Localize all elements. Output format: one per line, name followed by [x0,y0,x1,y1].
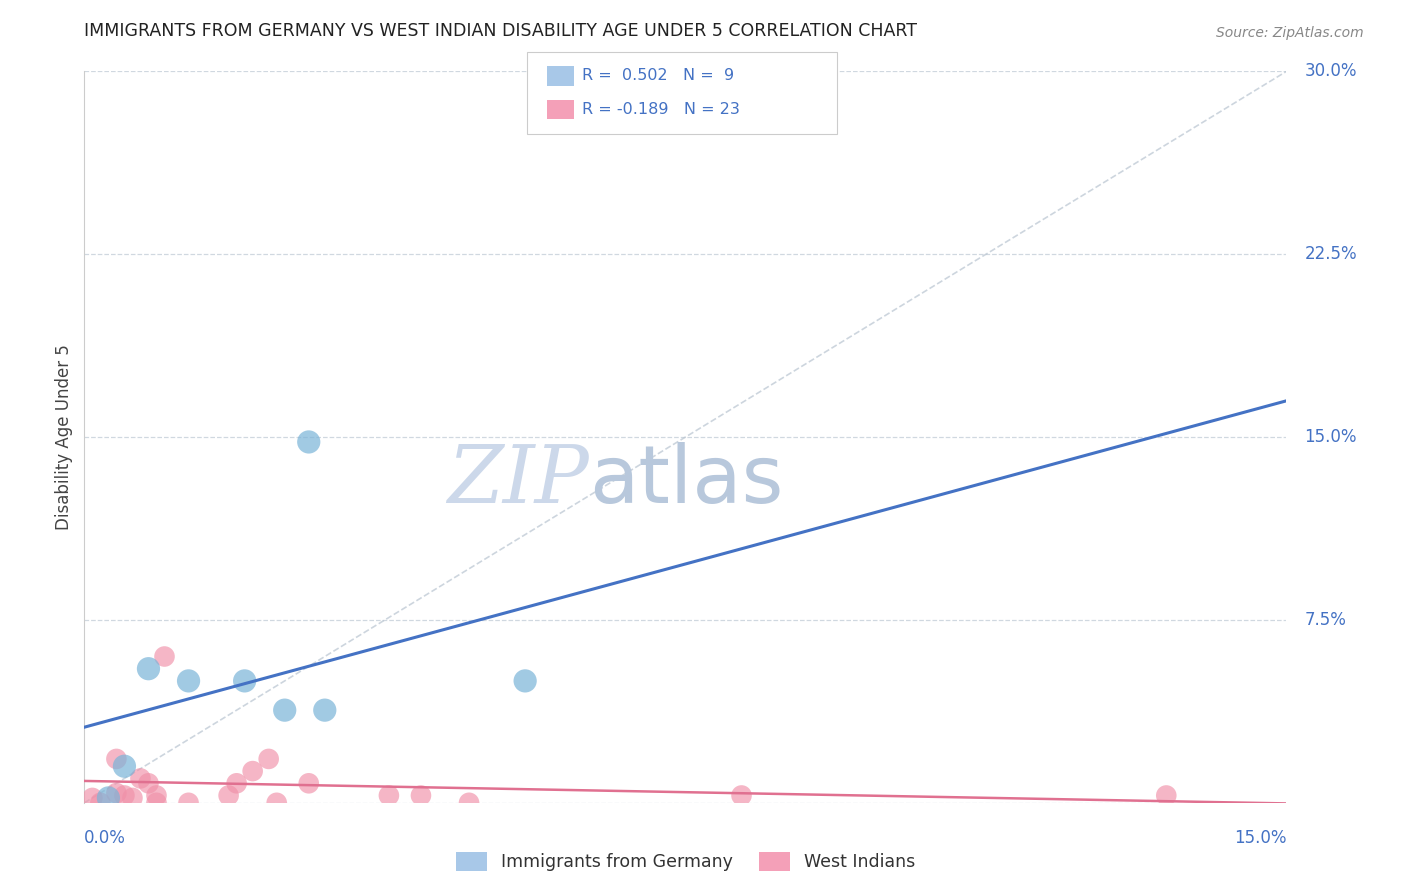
Point [730,789,752,803]
Text: 30.0%: 30.0% [1305,62,1357,80]
Point [274,703,297,717]
Text: 15.0%: 15.0% [1234,829,1286,847]
Point [298,776,321,790]
Text: 0.0%: 0.0% [84,829,127,847]
Text: R =  0.502   N =  9: R = 0.502 N = 9 [582,69,734,84]
Point [121,791,143,805]
Text: 7.5%: 7.5% [1305,611,1347,629]
Text: Source: ZipAtlas.com: Source: ZipAtlas.com [1216,26,1364,40]
Point [177,673,200,688]
Text: ZIP: ZIP [447,442,589,520]
Point [153,649,176,664]
Point [97,791,120,805]
Point [515,673,537,688]
Point [114,759,135,773]
Point [257,752,280,766]
Point [89,796,111,810]
Point [114,789,135,803]
Point [1156,789,1178,803]
Point [298,434,321,449]
Point [458,796,481,810]
Point [145,789,167,803]
Text: IMMIGRANTS FROM GERMANY VS WEST INDIAN DISABILITY AGE UNDER 5 CORRELATION CHART: IMMIGRANTS FROM GERMANY VS WEST INDIAN D… [84,22,917,40]
Point [266,796,288,810]
Y-axis label: Disability Age Under 5: Disability Age Under 5 [55,344,73,530]
Point [314,703,336,717]
Text: R = -0.189   N = 23: R = -0.189 N = 23 [582,102,740,117]
Text: atlas: atlas [589,442,783,520]
Point [233,673,256,688]
Text: 22.5%: 22.5% [1305,245,1357,263]
Legend: Immigrants from Germany, West Indians: Immigrants from Germany, West Indians [449,845,922,879]
Point [409,789,432,803]
Point [177,796,200,810]
Point [378,789,401,803]
Point [105,786,128,800]
Point [242,764,264,778]
Text: 15.0%: 15.0% [1305,428,1357,446]
Point [82,791,104,805]
Point [225,776,247,790]
Point [129,772,152,786]
Point [138,662,160,676]
Point [145,796,167,810]
Point [105,752,128,766]
Point [218,789,240,803]
Point [138,776,160,790]
